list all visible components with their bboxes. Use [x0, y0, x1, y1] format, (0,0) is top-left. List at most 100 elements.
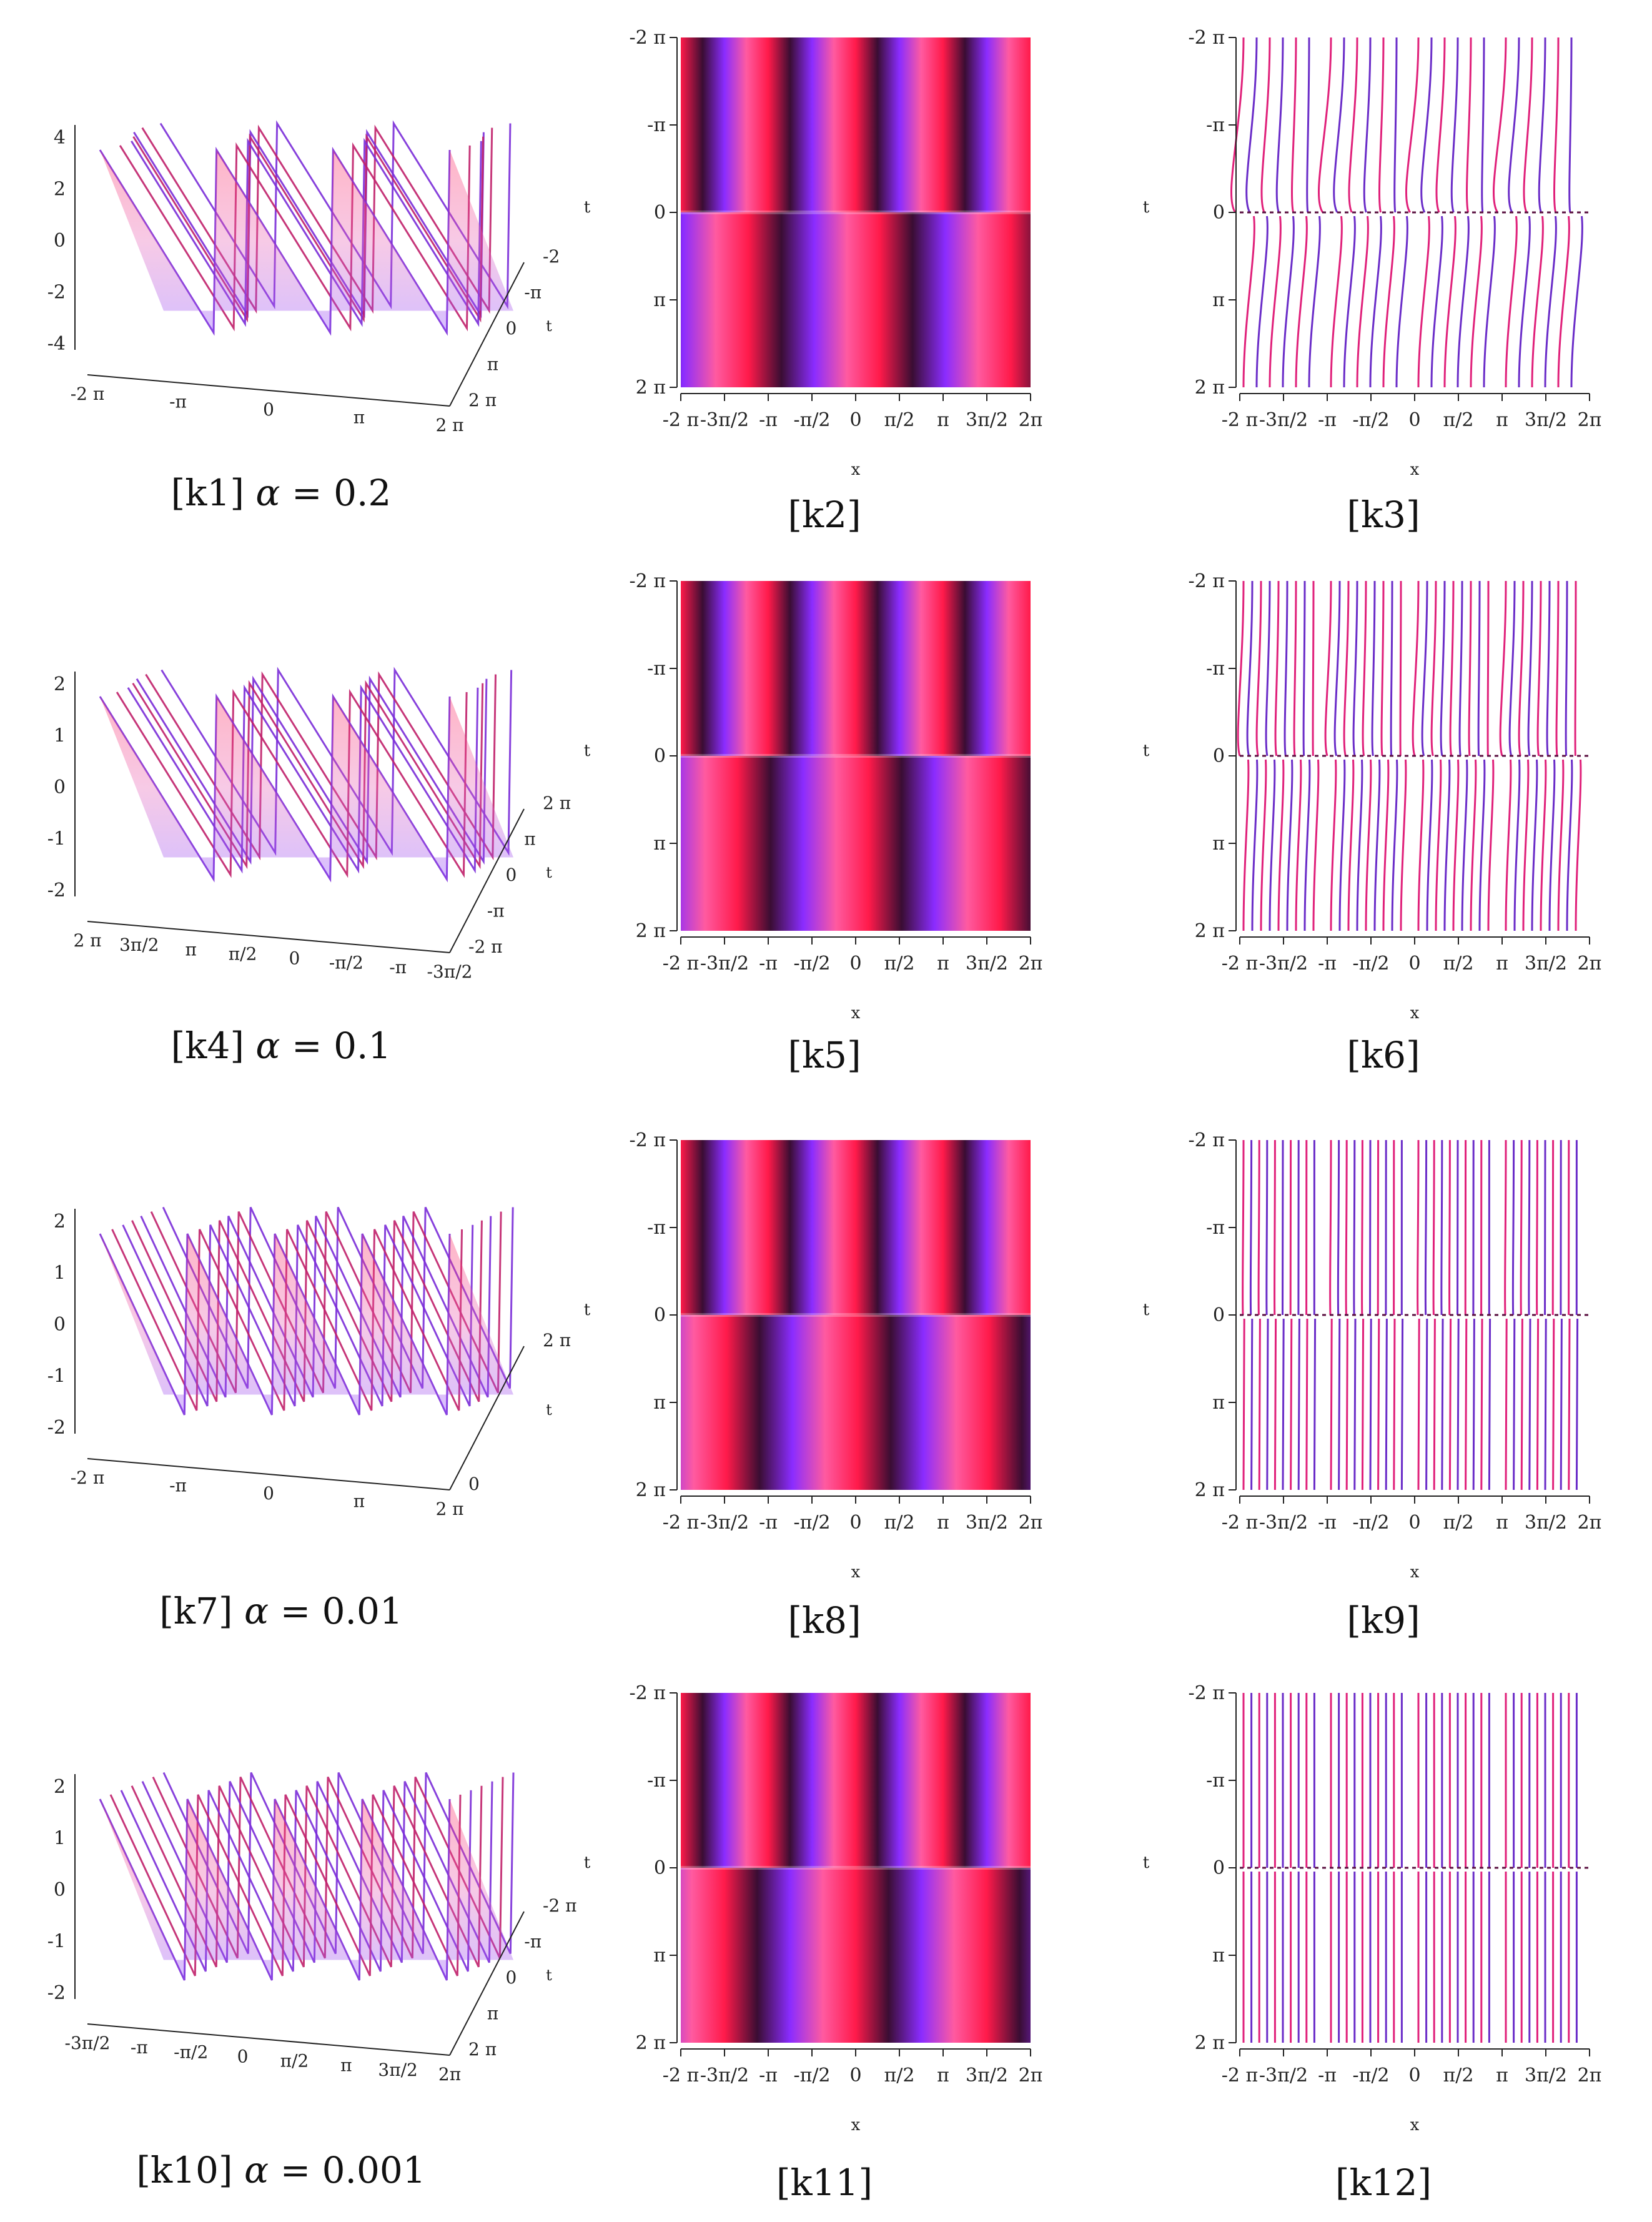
contour-lines-k6: [1237, 580, 1582, 931]
x-tick-k3-3: -π/2: [1352, 409, 1389, 431]
x-tick-k8-6: π: [937, 1512, 949, 1534]
x-tick-k5-8: 2π: [1019, 953, 1043, 975]
x-tick-k2-8: 2π: [1019, 409, 1043, 431]
x-tick-k6-0: -2 π: [1222, 953, 1258, 975]
x-axis-label-k11: x: [851, 2116, 861, 2135]
x-tick-k10-2: -π/2: [174, 2041, 208, 2062]
x-axis-label-k3: x: [1410, 460, 1420, 479]
x-tick-k3-5: π/2: [1443, 409, 1474, 431]
t-tick-k9-3: π: [1212, 1392, 1225, 1414]
caption-k6: [k6]: [1127, 1034, 1640, 1076]
t-tick-k12-1: -π: [1206, 1770, 1225, 1792]
x-tick-k7-4: 2 π: [435, 1499, 463, 1519]
caption-k4-alpha-value: 0.1: [334, 1024, 392, 1067]
caption-k7-alpha-value: 0.01: [322, 1590, 403, 1632]
contour-lines-k9: [1242, 1139, 1579, 1490]
x-tick-k12-6: π: [1496, 2065, 1508, 2086]
heatmap-lower-k11: [681, 1868, 1031, 2043]
x-tick-k7-3: π: [354, 1491, 365, 1512]
x-tick-k7-2: 0: [263, 1483, 274, 1504]
x-tick-k2-1: -3π/2: [700, 409, 749, 431]
t-tick-k1-3: π: [487, 354, 498, 375]
x-tick-k12-3: -π/2: [1352, 2065, 1389, 2086]
x-tick-k11-7: 3π/2: [966, 2065, 1008, 2086]
x-tick-k6-4: 0: [1408, 953, 1420, 975]
x-tick-k8-7: 3π/2: [966, 1512, 1008, 1534]
t-tick-k7-1: 0: [468, 1474, 480, 1494]
t-tick-k10-1: -π: [524, 1932, 542, 1952]
contour-lines-k12: [1242, 1692, 1578, 2043]
t-tick-k1-2: 0: [506, 318, 517, 339]
t-axis-label-k2: t: [584, 198, 591, 217]
caption-k7-label: [k7]: [159, 1590, 233, 1632]
caption-k7-alpha-symbol: α: [244, 1590, 269, 1632]
x-tick-k11-6: π: [937, 2065, 949, 2086]
x-tick-k4-0: 2 π: [73, 930, 101, 951]
x-tick-k9-2: -π: [1318, 1512, 1337, 1534]
z-tick-k10-2: 0: [54, 1879, 66, 1901]
x-tick-k4-1: 3π/2: [119, 935, 159, 955]
caption-k2-label: [k2]: [788, 494, 861, 536]
x-axis-label-k12: x: [1410, 2116, 1420, 2135]
t-tick-k3-1: -π: [1206, 114, 1225, 136]
x-tick-k10-3: 0: [237, 2046, 249, 2066]
caption-k3-label: [k3]: [1347, 494, 1420, 536]
x-tick-k12-5: π/2: [1443, 2065, 1474, 2086]
caption-k11: [k11]: [568, 2161, 1081, 2204]
x-axis-label-k8: x: [851, 1563, 861, 1582]
x-tick-k3-4: 0: [1408, 409, 1420, 431]
x-tick-k10-6: 3π/2: [378, 2060, 417, 2080]
x-tick-k2-7: 3π/2: [966, 409, 1008, 431]
z-tick-k1-4: -4: [47, 333, 66, 355]
x-tick-k6-2: -π: [1318, 953, 1337, 975]
t-tick-k4-4: -2 π: [468, 936, 503, 957]
x-tick-k8-5: π/2: [884, 1512, 915, 1534]
x-tick-k6-6: π: [1496, 953, 1508, 975]
t-tick-k2-3: π: [653, 289, 666, 311]
z-tick-k1-1: 2: [54, 179, 66, 201]
x-tick-k5-5: π/2: [884, 953, 915, 975]
surface-k10: [99, 1772, 515, 1981]
x-axis-k10: [87, 2023, 450, 2056]
t-axis-k4: [449, 808, 525, 953]
x-tick-k4-5: -π/2: [329, 953, 364, 973]
z-tick-k4-1: 1: [54, 725, 66, 747]
heatmap-upper-k5: [681, 581, 1031, 756]
x-axis-label-k2: x: [851, 460, 861, 479]
x-tick-k12-7: 3π/2: [1525, 2065, 1567, 2086]
t-axis-k1: [449, 262, 525, 407]
x-tick-k8-3: -π/2: [793, 1512, 830, 1534]
x-tick-k5-6: π: [937, 953, 949, 975]
z-tick-k10-0: 2: [54, 1776, 66, 1798]
caption-k1-label: [k1]: [171, 472, 244, 514]
x-tick-k8-1: -3π/2: [700, 1512, 749, 1534]
x-tick-k1-2: 0: [263, 399, 274, 420]
z-tick-k7-3: -1: [47, 1366, 66, 1387]
t-tick-k8-2: 0: [654, 1304, 666, 1326]
caption-k4-alpha-symbol: α: [255, 1024, 280, 1067]
caption-k4-label: [k4]: [171, 1024, 244, 1067]
t-tick-k2-0: -2 π: [630, 27, 666, 49]
x-tick-k4-7: -3π/2: [427, 961, 473, 982]
t-tick-k1-0: -2: [543, 246, 560, 267]
heatmap-upper-k2: [681, 37, 1031, 212]
x-axis-label-k9: x: [1410, 1563, 1420, 1582]
x-tick-k9-0: -2 π: [1222, 1512, 1258, 1534]
x-tick-k6-1: -3π/2: [1259, 953, 1308, 975]
x-tick-k5-1: -3π/2: [700, 953, 749, 975]
x-tick-k12-1: -3π/2: [1259, 2065, 1308, 2086]
surface-k1: [99, 120, 513, 336]
x-tick-k6-3: -π/2: [1352, 953, 1389, 975]
caption-k4: [k4] α = 0.1: [171, 1024, 392, 1067]
z-tick-k10-4: -2: [47, 1982, 66, 2004]
z-tick-k7-2: 0: [54, 1314, 66, 1336]
t-tick-k8-3: π: [653, 1392, 666, 1414]
caption-k11-label: [k11]: [776, 2161, 873, 2204]
x-tick-k4-6: -π: [389, 957, 407, 978]
x-tick-k3-7: 3π/2: [1525, 409, 1567, 431]
